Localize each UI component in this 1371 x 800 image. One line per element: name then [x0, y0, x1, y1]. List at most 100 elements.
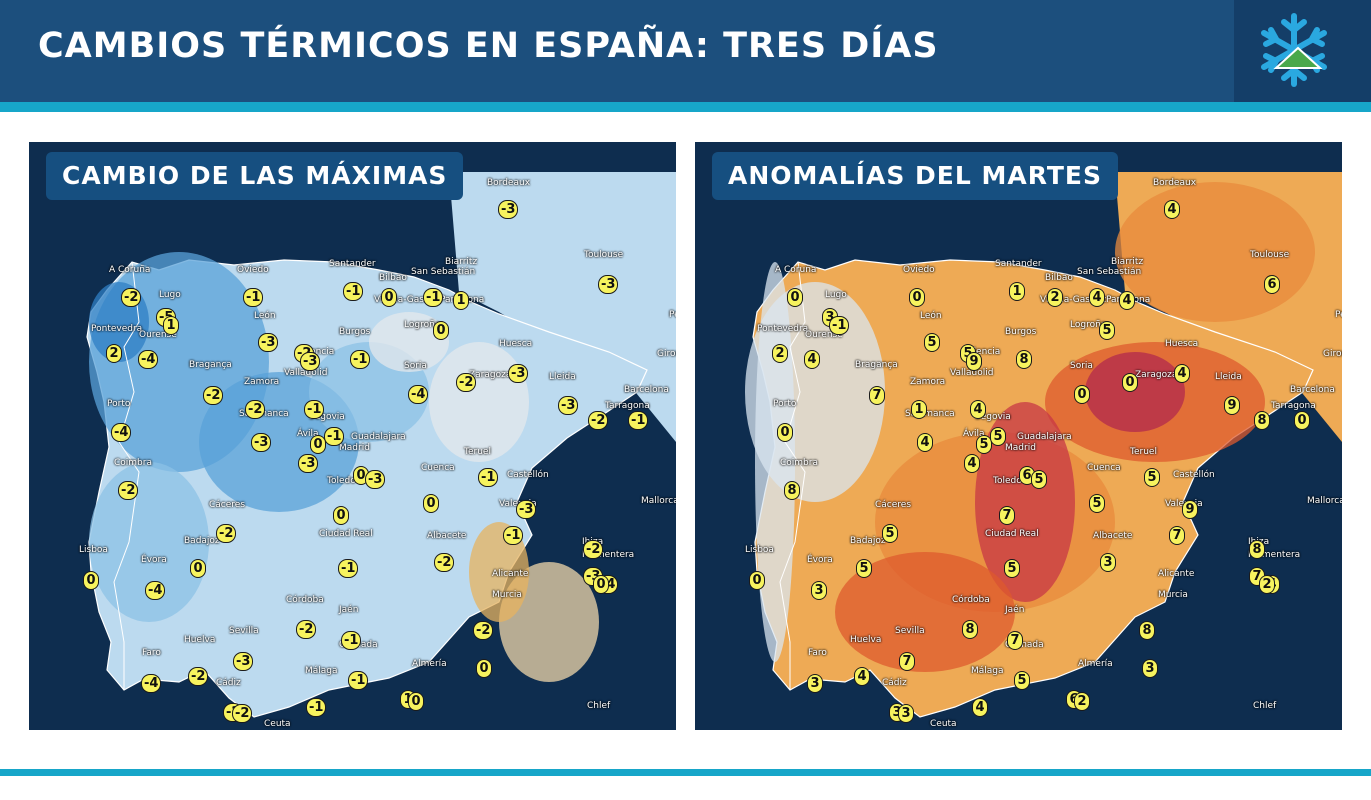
- temperature-value: -2: [189, 668, 208, 685]
- temperature-value: -1: [830, 317, 849, 334]
- city-label: Madrid: [339, 443, 370, 453]
- value-zone: [369, 312, 449, 372]
- city-label: Évora: [807, 555, 833, 565]
- city-label: A Coruña: [775, 265, 817, 275]
- city-label: Bilbao: [379, 273, 407, 283]
- value-zone: [429, 342, 529, 462]
- panel-title: ANOMALÍAS DEL MARTES: [712, 152, 1118, 200]
- panel-title: CAMBIO DE LAS MÁXIMAS: [46, 152, 464, 200]
- temperature-value: -3: [259, 334, 278, 351]
- city-label: Teruel: [1130, 447, 1157, 457]
- city-label: Valladolid: [950, 368, 994, 378]
- temperature-value: 4: [805, 351, 819, 368]
- temperature-value: -2: [584, 541, 603, 558]
- temperature-value: 5: [925, 334, 939, 351]
- temperature-value: 7: [1170, 527, 1184, 544]
- temperature-value: -2: [474, 622, 493, 639]
- city-label: Málaga: [971, 666, 1004, 676]
- city-label: Almería: [412, 659, 447, 669]
- temperature-value: 3: [812, 582, 826, 599]
- temperature-value: 5: [883, 525, 897, 542]
- city-label: Faro: [142, 648, 161, 658]
- city-label: Porto: [773, 399, 797, 409]
- temperature-value: -3: [599, 276, 618, 293]
- france-landmass: [449, 172, 676, 442]
- city-label: Almería: [1078, 659, 1113, 669]
- temperature-value: 8: [785, 482, 799, 499]
- city-label: Murcia: [1158, 590, 1188, 600]
- city-label: Ciudad Real: [985, 529, 1039, 539]
- temperature-value: 0: [434, 322, 448, 339]
- value-zone: [835, 552, 1015, 672]
- temperature-value: -2: [204, 387, 223, 404]
- temperature-value: -3: [559, 397, 578, 414]
- city-label: Bilbao: [1045, 273, 1073, 283]
- temperature-value: 5: [977, 436, 991, 453]
- temperature-value: 9: [1183, 501, 1197, 518]
- value-zone: [469, 522, 529, 622]
- city-label: Toledo: [327, 476, 356, 486]
- temperature-value: 4: [1090, 289, 1104, 306]
- temperature-value: 4: [918, 434, 932, 451]
- city-label: Girona: [657, 349, 676, 359]
- city-label: Segovia: [309, 412, 345, 422]
- temperature-value: -1: [349, 672, 368, 689]
- temperature-value: -3: [299, 455, 318, 472]
- temperature-value: 2: [1075, 693, 1089, 710]
- temperature-value: 9: [967, 353, 981, 370]
- city-label: Bordeaux: [487, 178, 531, 188]
- temperature-value: 4: [855, 668, 869, 685]
- city-label: Burgos: [1005, 327, 1037, 337]
- city-label: Castellón: [507, 470, 549, 480]
- city-label: Logroño: [404, 320, 441, 330]
- temperature-value: 1: [164, 317, 178, 334]
- city-label: Huelva: [184, 635, 216, 645]
- city-label: Girona: [1323, 349, 1342, 359]
- city-label: Málaga: [305, 666, 338, 676]
- footer-stripe: [0, 769, 1371, 776]
- city-label: Salamanca: [905, 409, 955, 419]
- city-label: Pontevedra: [91, 324, 143, 334]
- city-label: Zaragoza: [1135, 370, 1178, 380]
- city-label: San Sebastián: [411, 267, 476, 277]
- city-label: Mallorca: [641, 496, 676, 506]
- temperature-value: 8: [1255, 412, 1269, 429]
- city-label: Soria: [1070, 361, 1093, 371]
- city-label: Coimbra: [780, 458, 818, 468]
- temperature-value: -2: [233, 705, 252, 722]
- city-label: Madrid: [1005, 443, 1036, 453]
- temperature-value: 4: [1165, 201, 1179, 218]
- city-label: Perpignan: [1335, 310, 1342, 320]
- city-label: Oviedo: [903, 265, 935, 275]
- temperature-value: 0: [382, 289, 396, 306]
- city-label: León: [254, 311, 276, 321]
- city-label: Lisboa: [745, 545, 774, 555]
- temperature-value: -2: [457, 374, 476, 391]
- city-label: Toulouse: [584, 250, 624, 260]
- temperature-value: 4: [1175, 365, 1189, 382]
- temperature-value: 3: [1143, 660, 1157, 677]
- temperature-value: -2: [122, 289, 141, 306]
- temperature-value: 4: [965, 455, 979, 472]
- city-label: Ourense: [139, 330, 177, 340]
- temperature-value: -1: [351, 351, 370, 368]
- city-label: Biarritz: [1111, 257, 1144, 267]
- temperature-value: -3: [517, 501, 536, 518]
- city-label: Albacete: [427, 531, 467, 541]
- city-label: Zamora: [244, 377, 280, 387]
- temperature-value: 1: [1010, 283, 1024, 300]
- city-label: Lugo: [159, 290, 181, 300]
- city-label: Pontevedra: [757, 324, 809, 334]
- city-label: Jaén: [1005, 605, 1025, 615]
- city-label: Cádiz: [216, 678, 241, 688]
- city-label: Évora: [141, 555, 167, 565]
- temperature-value: 8: [1250, 541, 1264, 558]
- city-label: Badajoz: [850, 536, 886, 546]
- city-label: Alicante: [1158, 569, 1195, 579]
- city-label: San Sebastián: [1077, 267, 1142, 277]
- city-label: Burgos: [339, 327, 371, 337]
- temperature-value: 5: [857, 560, 871, 577]
- city-label: Jaén: [339, 605, 359, 615]
- temperature-value: 5: [1015, 672, 1029, 689]
- temperature-value: 0: [594, 576, 608, 593]
